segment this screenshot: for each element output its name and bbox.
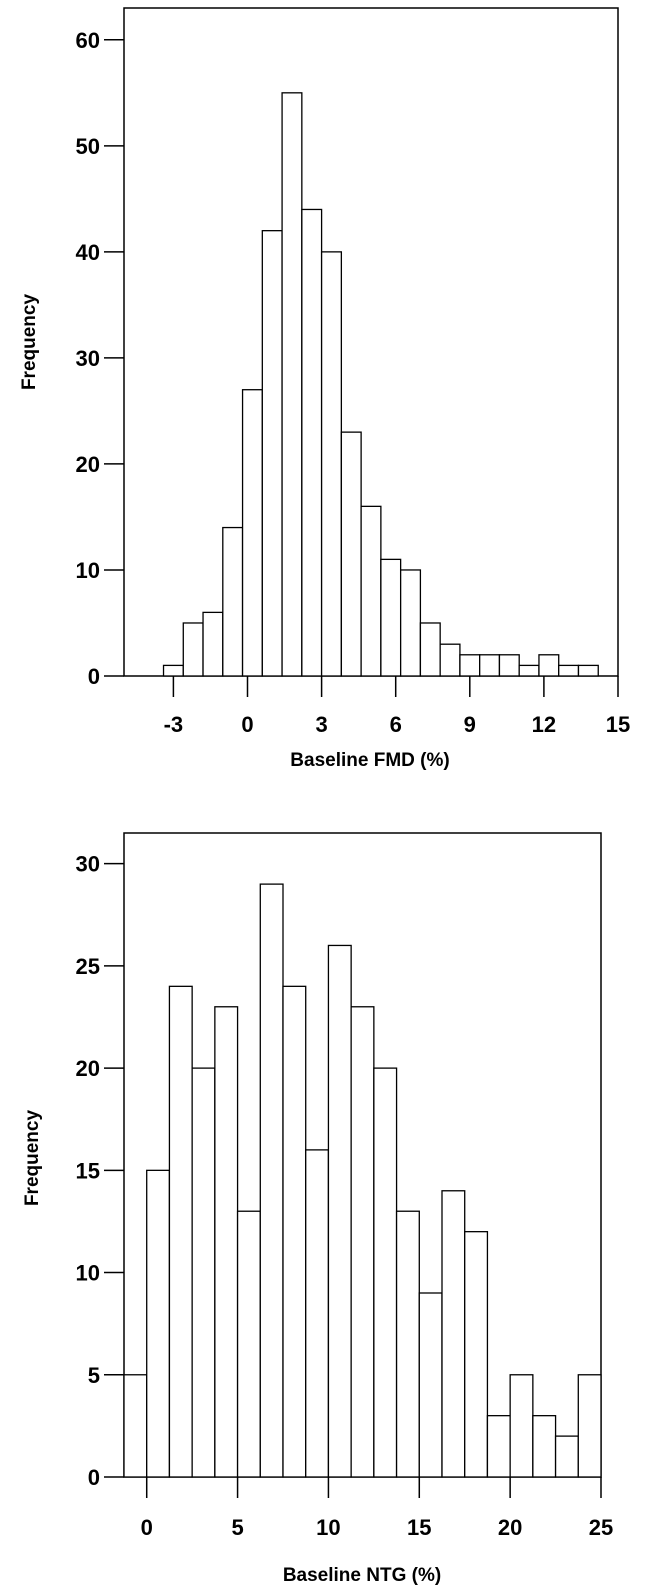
histogram-bar xyxy=(146,1169,171,1478)
x-tick-label: 15 xyxy=(407,1515,431,1540)
histogram-bar xyxy=(532,1415,557,1478)
histogram-bar xyxy=(399,569,422,677)
x-tick-label: 5 xyxy=(231,1515,243,1540)
y-tick-label: 60 xyxy=(76,28,100,53)
x-tick-label: 15 xyxy=(606,712,630,737)
x-axis-title: Baseline NTG (%) xyxy=(283,1565,441,1586)
x-tick-label: 12 xyxy=(532,712,556,737)
histogram-bar xyxy=(214,1006,239,1478)
y-axis-title: Frequency xyxy=(19,294,40,391)
histogram-bar xyxy=(236,1210,261,1478)
histogram-bar xyxy=(373,1067,398,1478)
histogram-bar xyxy=(577,664,599,677)
x-tick-label: 0 xyxy=(141,1515,153,1540)
x-tick-label: 20 xyxy=(498,1515,522,1540)
y-tick-label: 25 xyxy=(76,954,100,979)
x-tick-label: 25 xyxy=(589,1515,613,1540)
y-tick-label: 15 xyxy=(76,1158,100,1183)
histogram-bar xyxy=(259,883,284,1478)
histogram-bar xyxy=(419,622,441,677)
histogram-bar xyxy=(395,1210,420,1478)
histogram-bar xyxy=(162,664,184,677)
histogram-bar xyxy=(182,622,204,677)
histogram-bar xyxy=(479,654,501,677)
y-tick-label: 10 xyxy=(76,1261,100,1286)
histogram-bar xyxy=(498,654,520,677)
histogram-bar xyxy=(538,654,560,677)
histogram-bar xyxy=(464,1231,489,1478)
histogram-bar xyxy=(439,643,461,677)
histogram-bar xyxy=(301,208,323,677)
histogram-bar xyxy=(518,664,540,677)
y-axis-title: Frequency xyxy=(22,1110,43,1207)
histogram-bar xyxy=(360,505,382,677)
histogram-bar xyxy=(558,664,580,677)
histogram-bar xyxy=(241,389,263,677)
fmd-histogram: 0 10 20 30 40 50 60 -3 0 3 6 9 12 15 Baseline FMD (%)… xyxy=(19,7,630,771)
histogram-bar xyxy=(202,611,224,677)
x-tick-label: -3 xyxy=(164,712,184,737)
y-tick-label: 30 xyxy=(76,852,100,877)
x-tick-label: 3 xyxy=(315,712,327,737)
x-axis-title: Baseline FMD (%) xyxy=(290,750,449,771)
y-tick-label: 50 xyxy=(76,134,100,159)
y-tick-label: 20 xyxy=(76,1056,100,1081)
y-tick-label: 10 xyxy=(76,558,100,583)
x-tick-label: 6 xyxy=(390,712,402,737)
histogram-bar xyxy=(327,944,352,1478)
x-tick-label: 10 xyxy=(316,1515,340,1540)
x-tick-label: 9 xyxy=(464,712,476,737)
histogram-bar xyxy=(350,1006,375,1478)
y-tick-label: 30 xyxy=(76,346,100,371)
histogram-bar xyxy=(281,92,303,677)
plot-area: 0 10 20 30 40 50 60 -3 0 3 6 9 12 15 xyxy=(76,7,630,737)
histogram-bar xyxy=(509,1374,534,1478)
histogram-bar xyxy=(123,1374,148,1478)
histogram-bar xyxy=(441,1190,466,1478)
plot-area: 0 5 10 15 20 25 30 0 5 10 15 20 25 xyxy=(76,832,613,1540)
histogram-bar xyxy=(418,1292,443,1478)
y-tick-label: 0 xyxy=(88,1465,100,1490)
y-tick-label: 5 xyxy=(88,1363,100,1388)
histogram-bar xyxy=(486,1415,511,1478)
histogram-bar xyxy=(305,1149,330,1478)
histogram-bar xyxy=(340,431,362,677)
histogram-bar xyxy=(191,1067,216,1478)
histogram-bar xyxy=(380,558,402,677)
histogram-bar xyxy=(459,654,481,677)
histogram-bar xyxy=(282,985,307,1478)
histogram-bar xyxy=(261,230,283,677)
histogram-bar xyxy=(222,526,244,677)
histogram-bar xyxy=(320,251,343,677)
histogram-bar xyxy=(554,1435,579,1478)
histogram-bar xyxy=(577,1374,602,1478)
y-tick-label: 20 xyxy=(76,452,100,477)
x-tick-label: 0 xyxy=(241,712,253,737)
histogram-bar xyxy=(168,985,193,1478)
y-tick-label: 40 xyxy=(76,240,100,265)
y-tick-label: 0 xyxy=(88,664,100,689)
